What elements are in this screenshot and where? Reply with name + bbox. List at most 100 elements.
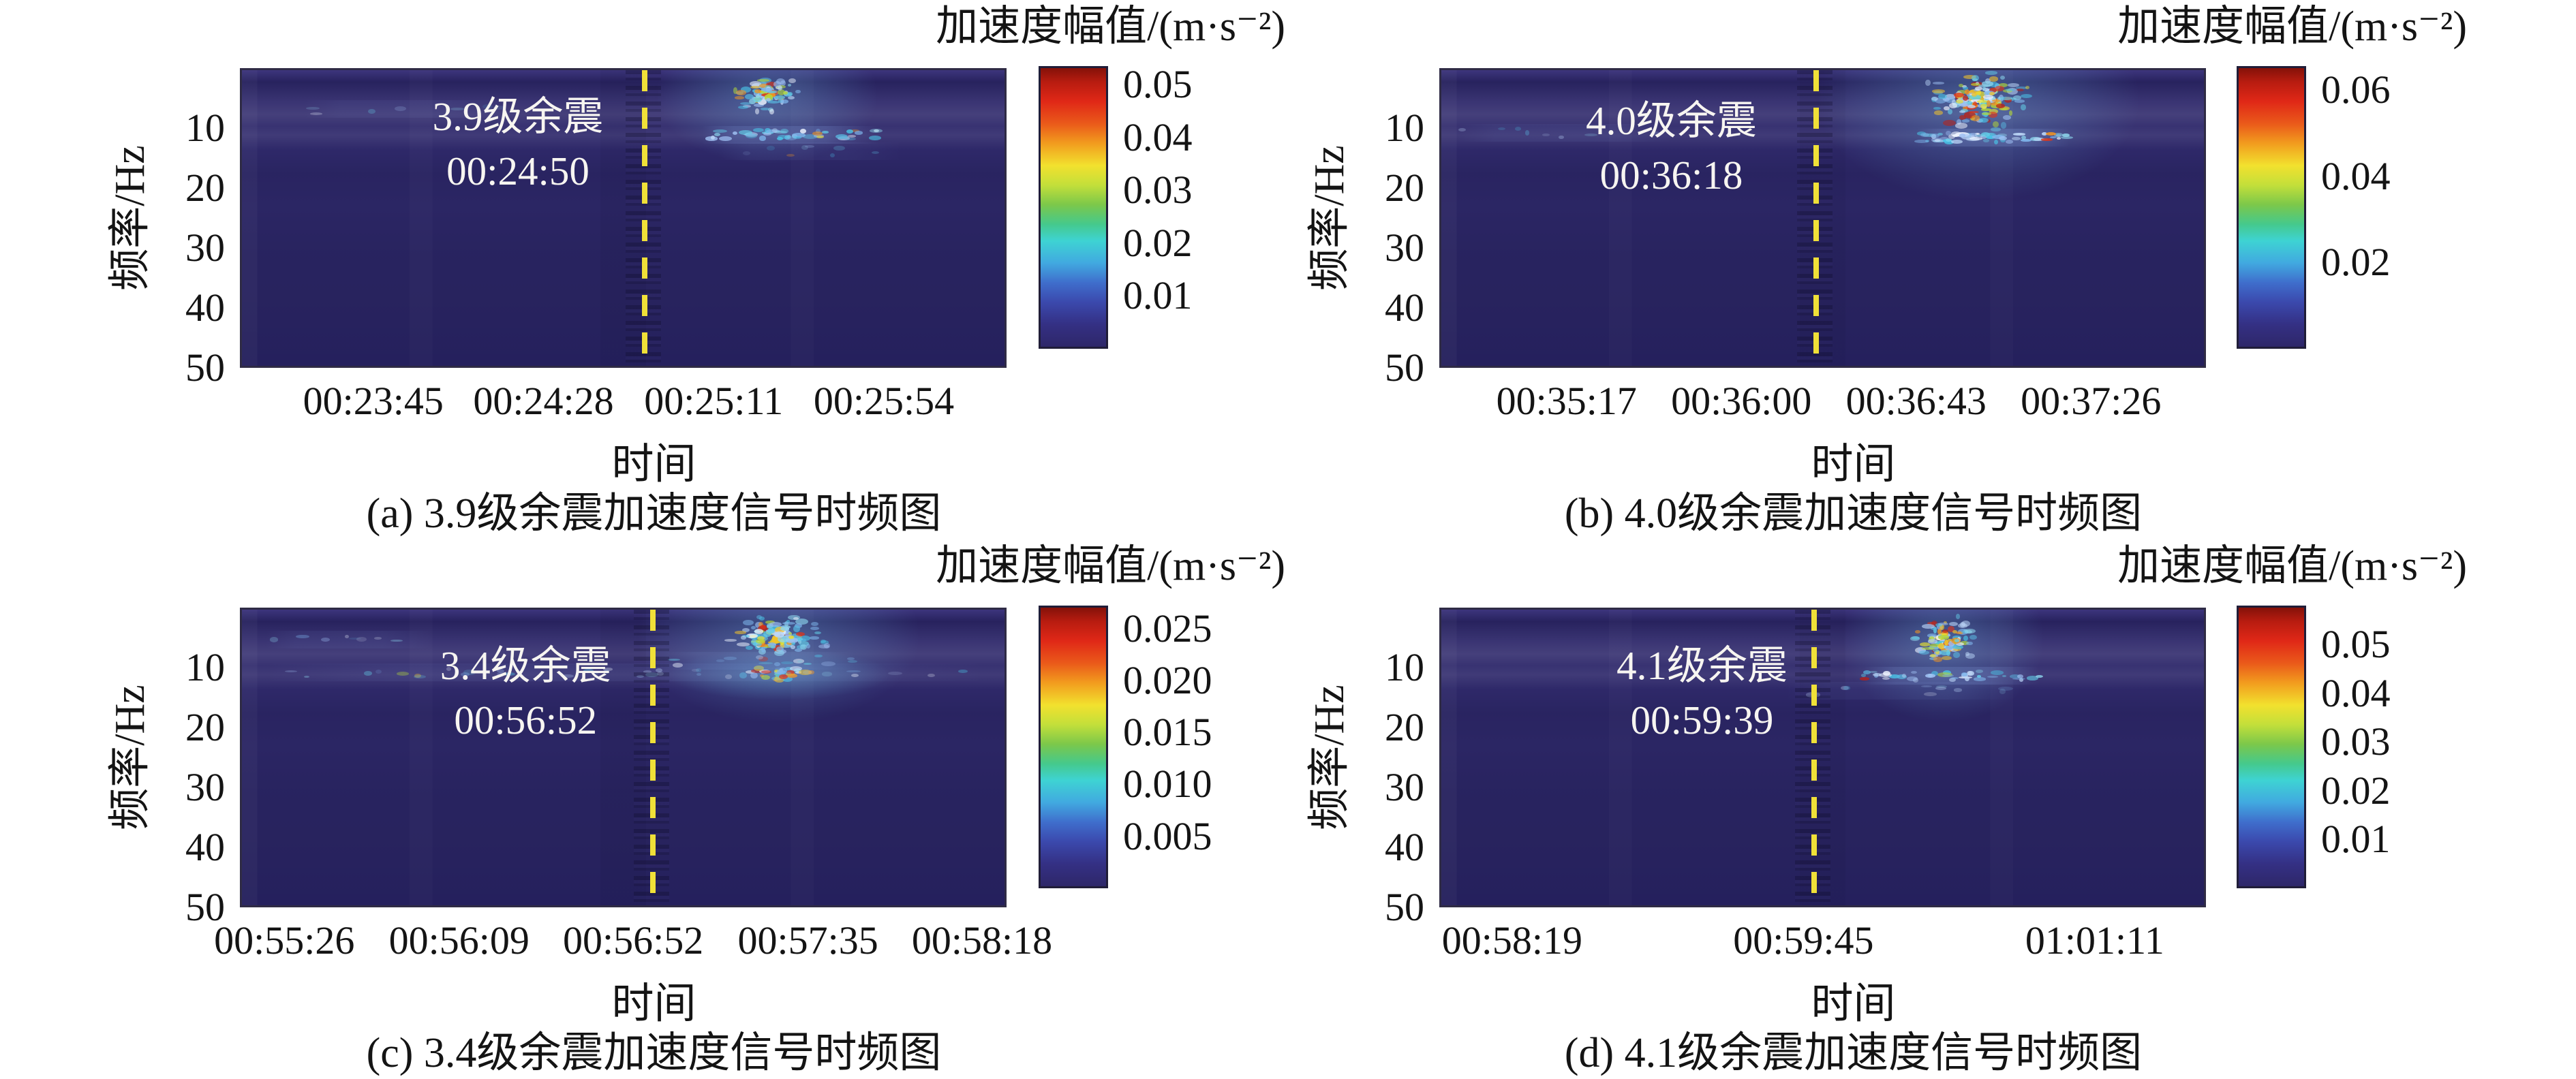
signal-speckle — [1991, 127, 2002, 131]
signal-speckle — [1948, 102, 1958, 108]
signal-speckle — [1964, 89, 1970, 95]
signal-speckle — [2045, 131, 2057, 136]
signal-speckle — [1951, 140, 1963, 144]
signal-speckle — [850, 129, 860, 133]
signal-speckle — [1862, 670, 1871, 675]
x-tick-label: 00:36:00 — [1671, 379, 1812, 423]
x-tick-label: 00:37:26 — [2021, 379, 2162, 423]
signal-speckle — [782, 91, 788, 95]
signal-speckle — [1982, 88, 1990, 91]
signal-speckle — [786, 641, 793, 646]
signal-speckle — [772, 635, 778, 641]
signal-speckle — [754, 642, 762, 647]
signal-speckle — [1902, 674, 1907, 678]
signal-speckle — [810, 626, 820, 631]
signal-speckle — [1991, 134, 2005, 140]
event-time-dashed-line — [1813, 70, 1820, 366]
colorbar-tick-label: 0.04 — [2321, 153, 2391, 198]
signal-speckle — [847, 657, 855, 661]
colorbar-title: 加速度幅值/(m·s⁻²) — [2117, 543, 2467, 589]
signal-speckle — [1939, 633, 1948, 636]
signal-speckle — [786, 134, 792, 140]
signal-speckle — [2042, 131, 2048, 136]
annotation-time: 00:59:39 — [1630, 698, 1774, 742]
signal-speckle — [763, 631, 772, 637]
signal-speckle — [1931, 671, 1939, 676]
signal-speckle — [766, 81, 777, 87]
signal-speckle — [769, 109, 775, 114]
signal-speckle — [771, 128, 778, 133]
signal-speckle — [873, 129, 880, 133]
signal-speckle — [1946, 638, 1952, 642]
event-annotation: 3.9级余震 00:24:50 — [433, 89, 604, 198]
signal-speckle — [765, 129, 780, 134]
signal-speckle — [2003, 114, 2012, 120]
signal-speckle — [786, 620, 791, 623]
colorbar-tick-label: 0.005 — [1123, 813, 1212, 858]
signal-speckle — [2010, 674, 2021, 679]
signal-speckle — [787, 92, 793, 96]
signal-speckle — [791, 132, 806, 138]
signal-speckle — [269, 637, 278, 642]
signal-speckle — [781, 99, 789, 104]
signal-speckle — [1948, 677, 1956, 683]
signal-speckle — [1963, 636, 1968, 642]
signal-speckle — [2012, 136, 2021, 141]
spectrogram-panel-b: 加速度幅值/(m·s⁻²) 频率/Hz 4.0级余震 00:36:18 10 20… — [1288, 0, 2576, 540]
signal-speckle — [1941, 655, 1952, 660]
signal-speckle — [780, 626, 790, 631]
signal-speckle — [368, 109, 375, 114]
signal-speckle — [1999, 136, 2007, 140]
signal-speckle — [1989, 87, 1997, 93]
signal-speckle — [1980, 108, 1991, 111]
signal-speckle — [2053, 133, 2064, 137]
signal-speckle — [761, 674, 770, 680]
signal-speckle — [1982, 95, 1993, 99]
signal-speckle — [1969, 94, 1981, 101]
y-tick-label: 20 — [185, 705, 225, 749]
signal-speckle — [1965, 652, 1970, 657]
signal-speckle — [725, 674, 733, 679]
signal-speckle — [1971, 82, 1981, 87]
signal-speckle — [1932, 89, 1946, 93]
signal-speckle — [778, 99, 783, 104]
signal-speckle — [1913, 677, 1918, 683]
signal-speckle — [799, 669, 812, 675]
signal-speckle — [1967, 670, 1975, 676]
signal-band-glow — [264, 631, 434, 648]
signal-speckle — [1920, 133, 1930, 138]
signal-speckle — [2033, 137, 2044, 142]
signal-speckle — [723, 657, 737, 660]
signal-speckle — [793, 616, 799, 621]
signal-speckle — [1957, 119, 1962, 125]
panel-caption: (c) 3.4级余震加速度信号时频图 — [366, 1030, 942, 1076]
signal-speckle — [561, 674, 574, 678]
signal-speckle — [691, 669, 699, 672]
signal-speckle — [672, 662, 683, 668]
signal-speckle — [1965, 629, 1972, 634]
signal-speckle — [1859, 677, 1870, 681]
signal-speckle — [1860, 674, 1866, 677]
signal-speckle — [1987, 119, 1991, 123]
x-tick-label: 00:59:45 — [1733, 918, 1874, 963]
signal-speckle — [1945, 97, 1956, 103]
signal-speckle — [1889, 674, 1900, 678]
signal-speckle — [1992, 99, 2001, 103]
signal-speckle — [869, 136, 881, 141]
signal-speckle — [1933, 627, 1937, 634]
signal-speckle — [1952, 99, 1956, 105]
signal-speckle — [1962, 84, 1967, 88]
signal-speckle — [820, 640, 829, 644]
signal-speckle — [1559, 136, 1564, 140]
signal-speckle — [815, 128, 821, 134]
signal-speckle — [777, 89, 785, 96]
signal-speckle — [463, 670, 476, 675]
signal-speckle — [461, 672, 470, 677]
signal-speckle — [1939, 638, 1945, 642]
signal-speckle — [1980, 104, 1988, 110]
signal-speckle — [808, 670, 815, 675]
signal-speckle — [1948, 134, 1955, 139]
signal-speckle — [766, 145, 776, 151]
signal-speckle — [742, 151, 750, 155]
signal-speckle — [776, 646, 784, 653]
